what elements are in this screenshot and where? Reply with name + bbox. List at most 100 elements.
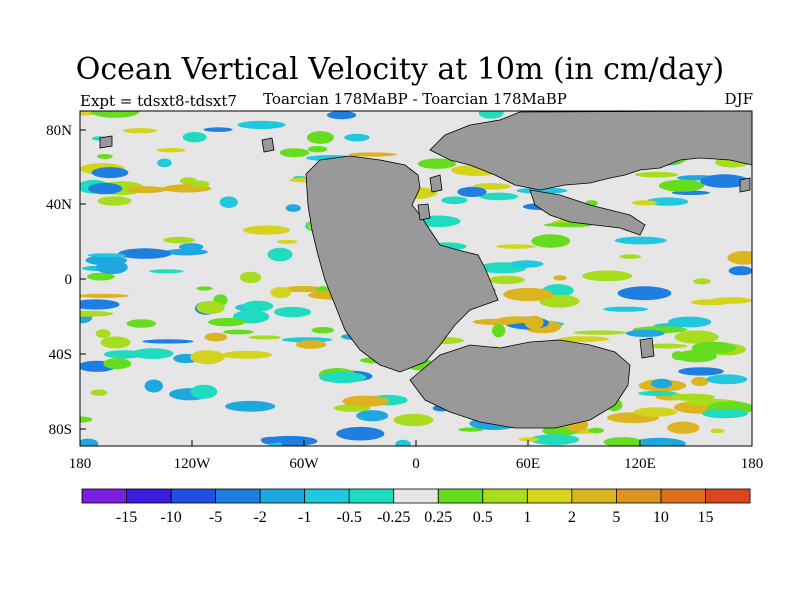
velocity-patch	[614, 236, 667, 245]
velocity-patch	[531, 234, 571, 248]
velocity-patch	[80, 438, 99, 446]
velocity-patch	[190, 384, 218, 399]
lat-tick-label: 40N	[46, 197, 72, 213]
velocity-patch	[642, 343, 688, 349]
velocity-patch	[478, 111, 504, 119]
velocity-patch	[285, 204, 301, 212]
velocity-patch	[518, 437, 540, 442]
velocity-patch	[706, 374, 748, 385]
velocity-patch	[342, 395, 389, 407]
velocity-patch	[273, 306, 312, 318]
velocity-patch	[509, 260, 544, 268]
velocity-patch	[728, 266, 752, 276]
velocity-patch	[503, 287, 554, 302]
velocity-patch	[122, 128, 158, 134]
velocity-patch	[142, 339, 194, 344]
velocity-patch	[603, 306, 649, 312]
colorbar-label: 10	[653, 509, 669, 526]
velocity-patch	[97, 196, 132, 206]
colorbar-label: -2	[253, 509, 266, 526]
velocity-patch	[306, 131, 334, 144]
island	[99, 135, 113, 149]
island	[639, 337, 655, 359]
velocity-patch	[103, 358, 132, 370]
axis-ticks: 80N 40N 0 40S 80S 180 120W 60W 0 60E 120E 180	[46, 123, 763, 472]
colorbar-label: 0.5	[473, 509, 493, 526]
velocity-patch	[126, 186, 167, 194]
velocity-patch	[633, 407, 678, 417]
velocity-patch	[488, 275, 525, 285]
velocity-patch	[118, 248, 172, 259]
velocity-patch	[295, 340, 327, 349]
velocity-patch	[182, 132, 207, 143]
colorbar-label: -5	[209, 509, 222, 526]
velocity-patch	[100, 336, 131, 349]
land-masses	[99, 111, 752, 429]
colorbar-swatch	[526, 488, 573, 504]
velocity-patch	[319, 372, 367, 383]
colorbar-swatch	[482, 488, 528, 504]
velocity-patch	[225, 400, 276, 412]
velocity-patch	[559, 336, 610, 342]
velocity-patch	[336, 426, 385, 441]
velocity-patch	[632, 200, 658, 206]
colorbar-label: -15	[116, 509, 137, 526]
velocity-patch	[149, 269, 184, 274]
velocity-patch	[126, 319, 157, 328]
velocity-patch	[701, 409, 748, 419]
velocity-patch	[270, 286, 292, 299]
velocity-patch	[96, 260, 128, 275]
velocity-patch	[727, 251, 752, 265]
map-area	[80, 111, 752, 446]
velocity-patch	[617, 286, 672, 301]
velocity-patch	[190, 350, 225, 365]
velocity-patch	[260, 436, 282, 444]
colorbar-swatch	[348, 488, 395, 504]
experiment-label: Expt = tdsxt8-tdsxt7	[80, 92, 237, 110]
velocity-patch	[87, 253, 126, 258]
colorbar-swatch	[393, 488, 439, 504]
velocity-patch	[157, 158, 172, 168]
velocity-patch	[667, 421, 700, 434]
velocity-patch	[491, 323, 506, 338]
velocity-patch	[638, 390, 678, 396]
velocity-patch	[417, 158, 456, 169]
velocity-patch	[326, 111, 357, 120]
velocity-patch	[88, 182, 123, 195]
lon-tick-label: 0	[412, 456, 420, 472]
velocity-patch	[80, 293, 130, 298]
velocity-patch	[603, 437, 643, 446]
velocity-patch	[496, 244, 536, 249]
velocity-patch	[671, 351, 684, 361]
velocity-patch	[279, 148, 310, 158]
lat-tick-label: 40S	[49, 347, 72, 363]
colorbar-swatch	[81, 488, 127, 504]
velocity-patch	[163, 236, 195, 244]
velocity-patch	[242, 225, 291, 235]
colorbar-swatch	[170, 488, 217, 504]
island	[429, 174, 443, 193]
velocity-patch	[691, 376, 709, 387]
velocity-patch	[457, 186, 487, 197]
colorbar-swatch	[705, 488, 751, 504]
velocity-patch	[239, 271, 262, 284]
velocity-patch	[131, 348, 174, 359]
velocity-patch	[221, 350, 273, 359]
velocity-patch	[700, 174, 749, 188]
colorbar-label: 15	[697, 509, 713, 526]
colorbar-label: -1	[298, 509, 311, 526]
velocity-patch	[144, 379, 163, 393]
velocity-patch	[97, 154, 113, 159]
velocity-patch	[344, 133, 370, 142]
pangaea-continent	[305, 155, 499, 373]
velocity-patch	[80, 310, 114, 317]
subtitle: Toarcian 178MaBP - Toarcian 178MaBP	[263, 90, 567, 108]
velocity-patch	[668, 316, 712, 328]
colorbar-swatch	[616, 488, 662, 504]
velocity-patch	[208, 317, 246, 327]
lon-tick-label: 60W	[289, 456, 319, 472]
velocity-patch	[588, 427, 604, 434]
velocity-patch	[573, 330, 628, 335]
colorbar-label: -0.5	[337, 509, 362, 526]
